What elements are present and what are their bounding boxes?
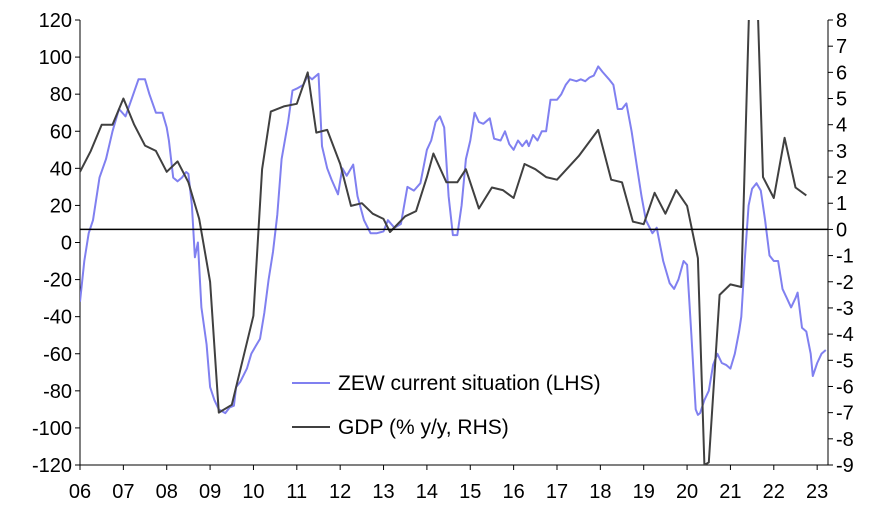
left-tick-label: 40 — [50, 158, 72, 180]
right-tick-label: -5 — [836, 350, 854, 372]
x-tick-label: 19 — [633, 481, 655, 503]
x-tick-label: 17 — [546, 481, 568, 503]
series-layer — [80, 20, 827, 465]
left-tick-label: 20 — [50, 195, 72, 217]
x-tick-label: 13 — [372, 481, 394, 503]
right-axis: 8 7 6 5 4 3 2 1 0 -1 -2 -3 -4 -5 -6 -7 -8 -9 — [827, 10, 854, 477]
right-tick-label: 4 — [836, 115, 847, 137]
left-tick-label: -40 — [43, 307, 72, 329]
left-tick-label: -120 — [32, 455, 72, 477]
right-tick-label: -6 — [836, 376, 854, 398]
x-tick-label: 23 — [806, 481, 828, 503]
right-tick-label: -1 — [836, 246, 854, 268]
x-tick-label: 16 — [502, 481, 524, 503]
x-tick-label: 15 — [459, 481, 481, 503]
left-tick-label: 80 — [50, 84, 72, 106]
right-tick-label: -8 — [836, 429, 854, 451]
left-tick-label: -60 — [43, 344, 72, 366]
x-axis: 06 07 08 09 10 11 12 13 14 15 16 17 18 19 20 21 22 23 — [69, 464, 828, 503]
x-tick-label: 10 — [242, 481, 264, 503]
right-tick-label: 7 — [836, 36, 847, 58]
x-tick-label: 14 — [416, 481, 438, 503]
x-tick-label: 08 — [156, 481, 178, 503]
left-tick-label: -80 — [43, 381, 72, 403]
right-tick-label: -3 — [836, 298, 854, 320]
left-tick-label: 0 — [61, 233, 72, 255]
right-tick-label: -7 — [836, 403, 854, 425]
right-tick-label: 2 — [836, 167, 847, 189]
x-tick-label: 22 — [763, 481, 785, 503]
right-tick-label: 1 — [836, 193, 847, 215]
legend: ZEW current situation (LHS) GDP (% y/y, … — [292, 372, 601, 439]
x-tick-label: 07 — [112, 481, 134, 503]
left-tick-label: 100 — [39, 47, 72, 69]
left-axis: 120 100 80 60 40 20 0 -20 -40 -60 -80 -100 -120 — [32, 10, 81, 477]
x-tick-label: 11 — [286, 481, 307, 503]
right-tick-label: -9 — [836, 455, 854, 477]
series-line-gdp — [80, 20, 807, 465]
x-tick-label: 20 — [676, 481, 698, 503]
left-tick-label: 120 — [39, 10, 72, 32]
x-tick-label: 18 — [589, 481, 611, 503]
right-tick-label: -4 — [836, 324, 854, 346]
left-tick-label: 60 — [50, 121, 72, 143]
right-tick-label: -2 — [836, 272, 854, 294]
legend-label-zew: ZEW current situation (LHS) — [338, 372, 601, 395]
right-tick-label: 6 — [836, 62, 847, 84]
x-tick-label: 12 — [329, 481, 351, 503]
x-tick-label: 21 — [719, 481, 741, 503]
right-tick-label: 3 — [836, 141, 847, 163]
right-tick-label: 5 — [836, 89, 847, 111]
right-tick-label: 0 — [836, 219, 847, 241]
left-tick-label: -20 — [43, 270, 72, 292]
series-line-zew — [80, 65, 827, 416]
x-tick-label: 06 — [69, 481, 91, 503]
x-tick-label: 09 — [199, 481, 221, 503]
legend-label-gdp: GDP (% y/y, RHS) — [338, 416, 509, 439]
left-tick-label: -100 — [32, 418, 72, 440]
right-tick-label: 8 — [836, 10, 847, 32]
